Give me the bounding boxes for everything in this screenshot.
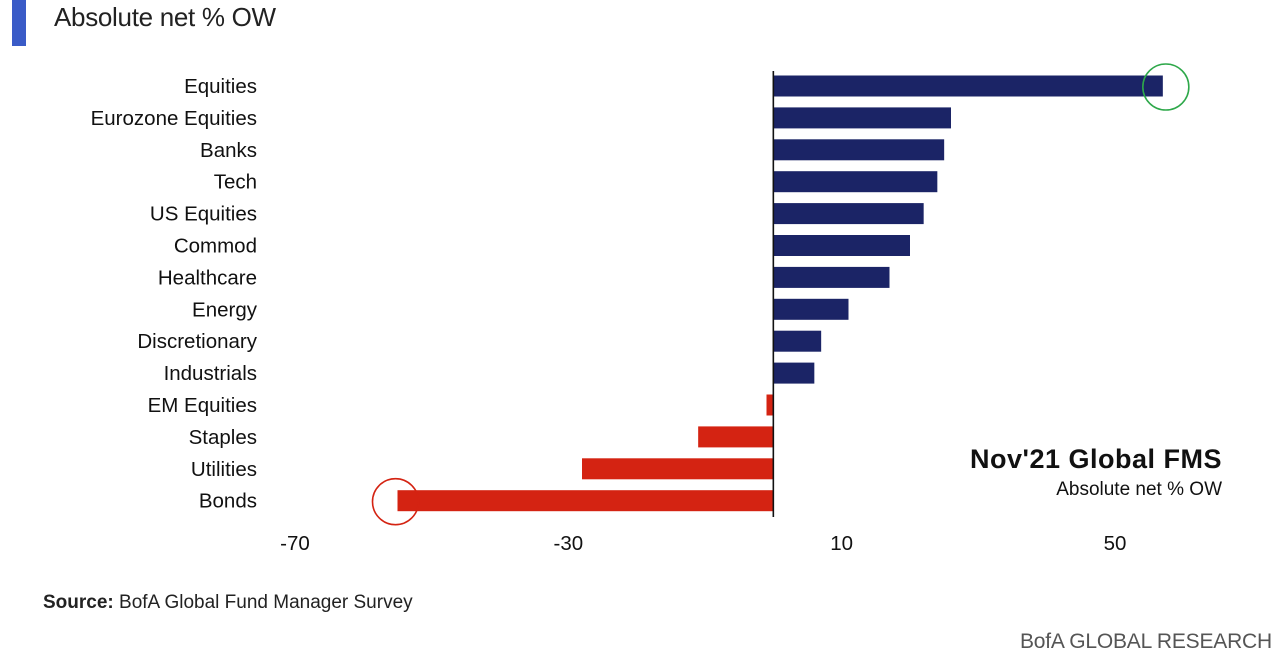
bar-staples xyxy=(698,426,774,448)
chart-annotation-title: Nov'21 Global FMS xyxy=(970,444,1222,474)
category-label: Commod xyxy=(174,235,257,258)
highlight-circle-bonds xyxy=(371,477,420,526)
page-title: Absolute net % OW xyxy=(54,2,276,32)
bar-healthcare xyxy=(773,266,890,288)
chart-annotation-subtitle: Absolute net % OW xyxy=(1056,479,1222,500)
source-note: Source: BofA Global Fund Manager Survey xyxy=(43,592,413,614)
source-text: BofA Global Fund Manager Survey xyxy=(113,592,413,613)
category-label: Equities xyxy=(184,75,257,98)
category-label: EM Equities xyxy=(148,394,257,417)
bar-equities xyxy=(773,75,1163,97)
category-label: Eurozone Equities xyxy=(91,107,257,130)
bar-discretionary xyxy=(773,330,822,352)
bar-industrials xyxy=(773,362,815,384)
category-label: Staples xyxy=(189,426,257,449)
category-label: Utilities xyxy=(191,458,257,481)
category-label: Energy xyxy=(192,298,258,321)
bar-utilities xyxy=(582,458,774,480)
bar-chart: Equities Eurozone Equities Banks Tech US Equ… xyxy=(91,63,1190,555)
bar-em-equities xyxy=(766,394,774,416)
x-tick-label: -30 xyxy=(554,532,584,555)
highlight-circle-equities xyxy=(1142,63,1190,111)
bar-us-equities xyxy=(773,203,924,225)
category-label: Industrials xyxy=(164,362,257,385)
category-label: Tech xyxy=(214,171,257,194)
bar-commod xyxy=(773,235,910,256)
category-label: Discretionary xyxy=(137,330,257,353)
x-tick-label: 50 xyxy=(1104,532,1127,555)
brand-label: BofA GLOBAL RESEARCH xyxy=(1020,630,1272,653)
category-label: Banks xyxy=(200,139,257,162)
x-tick-label: -70 xyxy=(280,532,310,555)
bar-banks xyxy=(773,139,945,161)
title-accent-bar xyxy=(12,0,26,46)
bar-eurozone-equities xyxy=(773,107,951,129)
category-label: Bonds xyxy=(199,490,257,513)
bar-bonds xyxy=(397,490,774,512)
bar-tech xyxy=(773,171,938,193)
x-tick-label: 10 xyxy=(830,532,853,555)
category-label: Healthcare xyxy=(158,266,257,289)
category-label: US Equities xyxy=(150,203,257,226)
source-label: Source: xyxy=(43,592,114,613)
bar-energy xyxy=(773,298,849,320)
